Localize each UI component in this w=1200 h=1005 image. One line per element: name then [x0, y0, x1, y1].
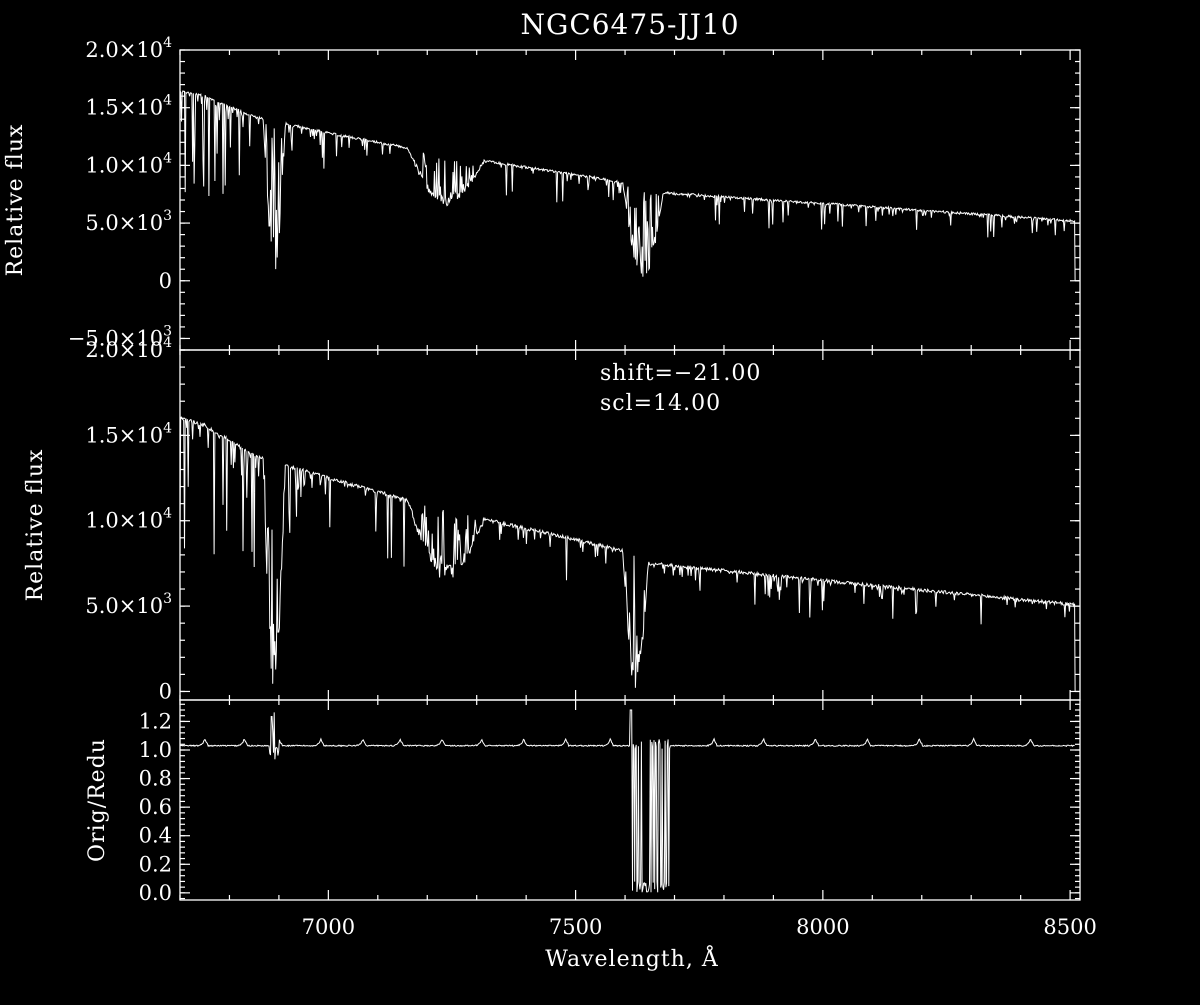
middle-y-tick-label: 1.5×104 [85, 420, 172, 447]
panel-bottom: 1.2 1.0 0.8 0.6 0.4 0.2 0.0 Orig/Redu [85, 699, 1081, 905]
bottom-y-tick-label: 1.2 [139, 709, 172, 733]
x-axis-title: Wavelength, Å [545, 944, 719, 972]
bottom-y-tick-label: 0.4 [139, 824, 172, 848]
panel-top: 2.0×104 1.5×104 1.0×104 5.0×103 0 −5.0×103 Re… [3, 35, 1081, 351]
panel-top-ylabel: Relative flux [3, 124, 28, 277]
top-y-tick-label: 1.5×104 [85, 93, 172, 120]
bottom-y-tick-label: 0.8 [139, 767, 172, 791]
panel-middle-ylabel: Relative flux [23, 449, 48, 602]
panel-middle-y-tick-labels: 2.0×104 1.5×104 1.0×104 5.0×103 0 [85, 335, 172, 703]
panel-middle: 2.0×104 1.5×104 1.0×104 5.0×103 0 Relative f… [23, 335, 1081, 703]
panel-bottom-ratio [179, 709, 1075, 893]
scale-annotation: scl=14.00 [600, 391, 721, 416]
panel-bottom-y-tick-labels: 1.2 1.0 0.8 0.6 0.4 0.2 0.0 [139, 709, 172, 904]
middle-y-tick-label: 1.0×104 [85, 506, 172, 533]
bottom-y-tick-label: 1.0 [139, 738, 172, 762]
bottom-y-tick-label: 0.2 [139, 852, 172, 876]
middle-y-tick-label: 5.0×103 [85, 591, 172, 618]
middle-y-tick-label: 0 [159, 679, 172, 703]
chart-title: NGC6475-JJ10 [520, 8, 739, 41]
panel-bottom-frame [179, 699, 1081, 901]
top-y-tick-label: 0 [159, 269, 172, 293]
x-tick-label: 8000 [796, 915, 849, 939]
x-tick-labels: 7000 7500 8000 8500 [302, 915, 1097, 939]
panel-bottom-ylabel: Orig/Redu [85, 738, 110, 862]
panel-top-spectrum [179, 90, 1076, 281]
top-y-tick-label: 1.0×104 [85, 150, 172, 177]
panel-bottom-ticks [179, 700, 1080, 900]
top-y-tick-label: 2.0×104 [85, 35, 172, 62]
top-y-tick-label: −5.0×103 [68, 323, 172, 350]
panel-middle-spectrum [179, 416, 1076, 692]
x-tick-label: 7000 [302, 915, 355, 939]
x-tick-label: 8500 [1043, 915, 1096, 939]
shift-annotation: shift=−21.00 [600, 361, 761, 386]
bottom-y-tick-label: 0.0 [139, 881, 172, 905]
top-y-tick-label: 5.0×103 [85, 208, 172, 235]
panel-top-ticks [179, 49, 1080, 351]
x-tick-label: 7500 [549, 915, 602, 939]
panel-top-y-tick-labels: 2.0×104 1.5×104 1.0×104 5.0×103 0 −5.0×103 [68, 35, 172, 350]
bottom-y-tick-label: 0.6 [139, 795, 172, 819]
middle-y-tick-label: 2.0×104 [85, 335, 172, 362]
